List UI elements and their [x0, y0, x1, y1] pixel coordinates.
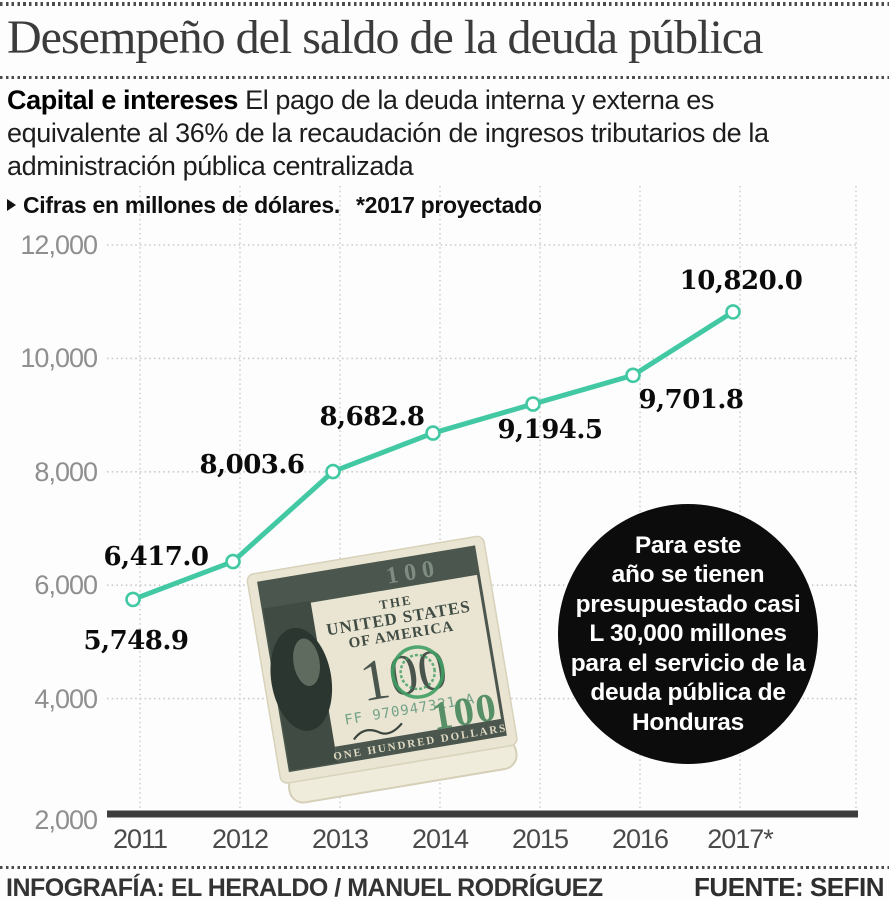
signature-squiggle [353, 722, 403, 741]
footer-credit: INFOGRAFÍA: EL HERALDO / MANUEL RODRÍGUE… [6, 874, 603, 900]
x-axis-tick-label: 2015 [511, 824, 569, 854]
y-axis-tick-label: 6,000 [34, 570, 98, 601]
dollar-bill-illustration: 100 THE UNITED STATES OF AMERICA 100 FF … [238, 524, 548, 819]
data-point-marker [225, 553, 241, 570]
data-point-value-label: 6,417.0 [103, 541, 209, 572]
green-seal-icon [390, 645, 445, 699]
data-point-marker [625, 367, 641, 384]
portrait-highlight [293, 638, 320, 687]
units-note-text: Cifras en millones de dólares. [23, 192, 340, 218]
annotation-line: deuda pública de [590, 679, 786, 707]
annotation-line: L 30,000 millones [589, 620, 787, 648]
annotation-line: presupuestado casi [575, 590, 801, 618]
x-axis-tick-label: 2016 [611, 824, 669, 854]
data-point-marker [425, 425, 441, 441]
annotation-circle: Para este año se tienen presupuestado ca… [558, 504, 818, 764]
data-point-value-label: 9,701.8 [638, 385, 744, 416]
x-axis-tick-label: 2011 [112, 824, 168, 854]
annotation-line: Honduras [632, 708, 744, 736]
top-dotted-rule [0, 2, 889, 6]
y-axis-tick-label: 8,000 [34, 456, 98, 487]
lead-bold-text: Capital e intereses [7, 85, 239, 115]
data-point-marker [525, 396, 541, 412]
y-axis-tick-label: 12,000 [20, 230, 98, 260]
data-point-marker [725, 304, 741, 320]
data-point-marker [125, 591, 141, 608]
green-seal-inner-icon [399, 653, 436, 691]
projection-note-text: *2017 proyectado [355, 192, 542, 218]
pointer-triangle-icon [7, 199, 16, 211]
x-axis-tick-label: 2013 [311, 824, 369, 854]
data-point-value-label: 10,820.0 [679, 265, 803, 296]
title-dotted-rule [0, 76, 889, 79]
y-axis-tick-label: 4,000 [34, 683, 98, 714]
y-axis-tick-label: 10,000 [20, 343, 98, 374]
x-axis-tick-label: 2012 [211, 824, 269, 854]
x-axis-tick-label: 2014 [411, 824, 469, 854]
bill-bottom-band [334, 718, 506, 763]
footer-source: FUENTE: SEFIN [694, 872, 884, 900]
bill-top-band [258, 547, 479, 611]
annotation-line: Para este [634, 531, 742, 559]
dollar-bill-svg: 100 THE UNITED STATES OF AMERICA 100 FF … [246, 535, 518, 804]
annotation-line: para el servicio de la [570, 649, 806, 677]
y-axis-tick-label: 2,000 [34, 805, 98, 835]
data-point-value-label: 8,682.8 [319, 402, 425, 433]
chart-description: Capital e intereses El pago de la deuda … [7, 84, 853, 183]
data-point-value-label: 5,748.9 [83, 626, 189, 657]
x-axis-tick-label: 2017* [707, 824, 774, 854]
page-title: Desempeño del saldo de la deuda pública [7, 11, 763, 64]
lead-rest-text: El pago de la deuda interna y externa es… [7, 85, 769, 181]
footer-dotted-rule [0, 866, 889, 869]
units-note: Cifras en millones de dólares. *2017 proy… [7, 192, 542, 219]
data-point-marker [325, 463, 341, 480]
data-point-value-label: 8,003.6 [199, 449, 305, 480]
data-point-value-label: 9,194.5 [497, 415, 603, 446]
annotation-line: año se tienen [611, 561, 765, 589]
bill-country-line1: THE [378, 592, 413, 612]
